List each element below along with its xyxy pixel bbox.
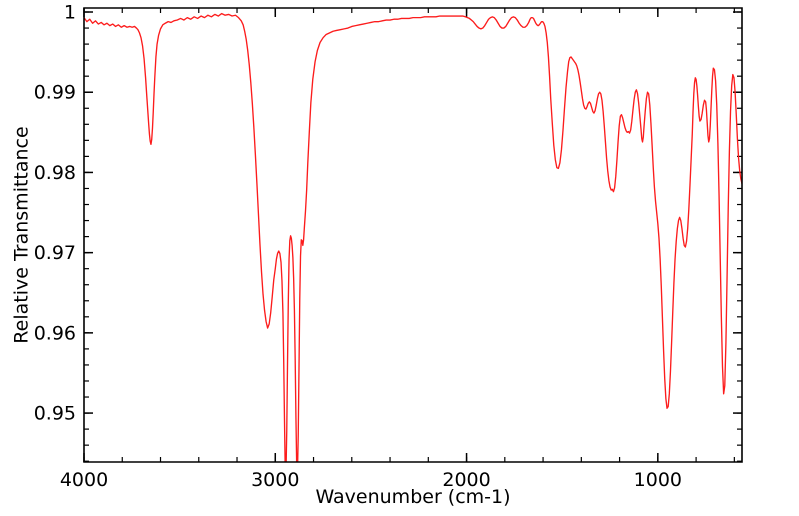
y-tick-label: 0.96 [34, 322, 76, 344]
x-tick-label: 1000 [634, 469, 682, 491]
y-tick-label: 1 [64, 2, 76, 24]
y-tick-label: 0.99 [34, 82, 76, 104]
x-tick-label: 3000 [251, 469, 299, 491]
x-tick-label: 2000 [442, 469, 490, 491]
x-tick-label: 4000 [60, 469, 108, 491]
x-axis-title: Wavenumber (cm-1) [315, 486, 510, 508]
major-tick-group [83, 8, 742, 462]
minor-tick-group [83, 8, 742, 462]
plot-frame [83, 7, 743, 463]
spectrum-trace [84, 12, 742, 462]
y-tick-label: 0.95 [34, 403, 76, 425]
y-tick-label: 0.98 [34, 162, 76, 184]
data-series-group [84, 12, 742, 462]
tick-label-group: 4000 3000 2000 1000 0.95 0.96 0.97 0.98 0.99 1 [34, 2, 682, 491]
y-tick-label: 0.97 [34, 242, 76, 264]
y-axis-title: Relative Transmittance [11, 126, 33, 343]
